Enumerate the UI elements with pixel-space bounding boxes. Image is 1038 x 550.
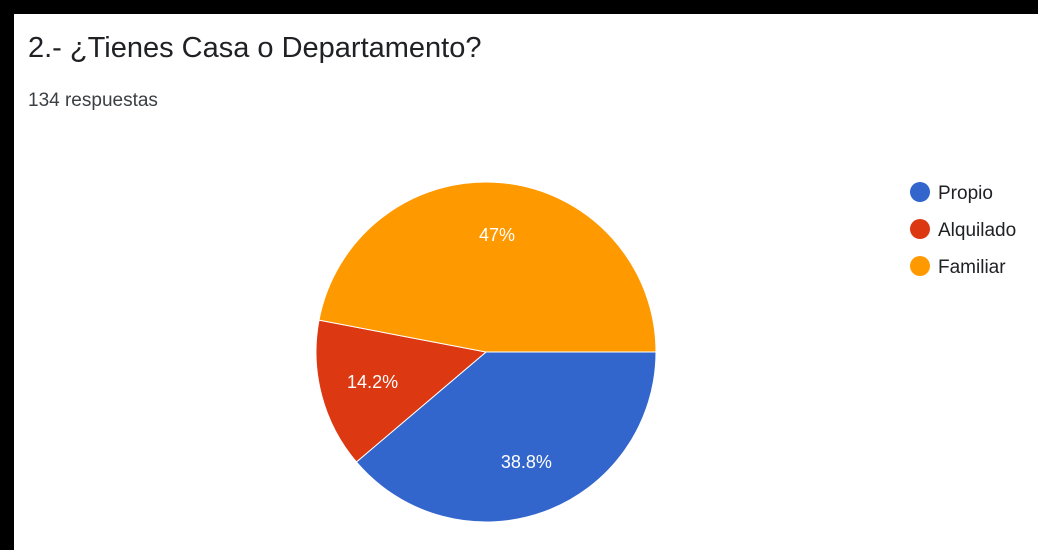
pie-slice-alquilado bbox=[315, 319, 488, 463]
question-title: 2.- ¿Tienes Casa o Departamento? bbox=[28, 32, 482, 64]
pie-slice-propio bbox=[355, 351, 657, 523]
pie-chart: 38.8% 14.2% 47% Propio Alquilado Familiar bbox=[315, 181, 1016, 523]
legend-label-propio: Propio bbox=[938, 183, 993, 204]
legend-label-familiar: Familiar bbox=[938, 257, 1006, 278]
legend-swatch-propio bbox=[910, 182, 930, 202]
pie-slices bbox=[315, 181, 657, 523]
chart-card: 2.- ¿Tienes Casa o Departamento? 134 res… bbox=[14, 14, 1038, 550]
response-count: 134 respuestas bbox=[28, 90, 158, 111]
pie-labels: 38.8% 14.2% 47% bbox=[347, 225, 552, 472]
slice-label-alquilado: 14.2% bbox=[347, 372, 398, 392]
legend-swatch-familiar bbox=[910, 256, 930, 276]
slice-label-familiar: 47% bbox=[479, 225, 515, 245]
legend-label-alquilado: Alquilado bbox=[938, 220, 1016, 241]
legend: Propio Alquilado Familiar bbox=[910, 182, 1016, 278]
slice-label-propio: 38.8% bbox=[501, 452, 552, 472]
pie-slice-familiar bbox=[318, 181, 657, 353]
legend-swatch-alquilado bbox=[910, 219, 930, 239]
